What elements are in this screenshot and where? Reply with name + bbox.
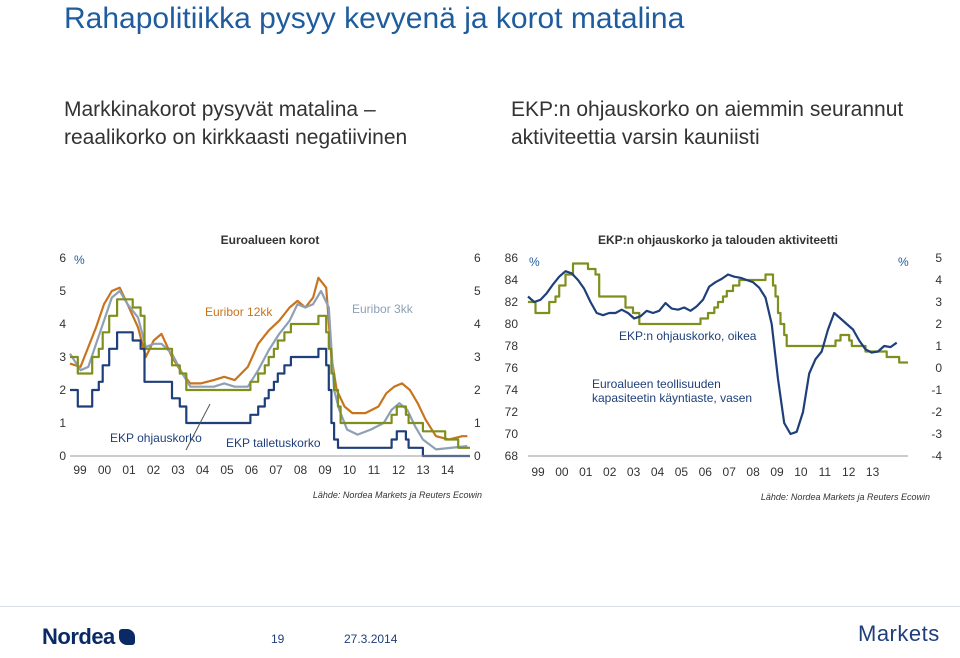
x-tick: 01 <box>579 465 593 479</box>
y-right-tick: 6 <box>474 251 481 265</box>
y-left-tick: 72 <box>505 405 519 419</box>
y-right-tick: 3 <box>474 350 481 364</box>
x-tick: 01 <box>122 463 136 477</box>
nordea-logo: Nordea <box>42 624 135 650</box>
x-tick: 08 <box>746 465 760 479</box>
y-left-tick: 0 <box>59 449 66 463</box>
y-right-tick: 4 <box>935 273 942 287</box>
y-right-tick: 0 <box>474 449 481 463</box>
x-tick: 08 <box>294 463 308 477</box>
x-tick: 99 <box>73 463 87 477</box>
x-tick: 05 <box>220 463 234 477</box>
y-right-tick: -3 <box>931 427 942 441</box>
page-number: 19 <box>271 632 285 646</box>
y-left-tick: 2 <box>59 383 66 397</box>
x-tick: 07 <box>269 463 283 477</box>
x-tick: 02 <box>603 465 617 479</box>
x-tick: 99 <box>531 465 545 479</box>
series-line-capacity <box>527 270 898 436</box>
y-left-tick: 78 <box>505 339 519 353</box>
y-left-tick: 4 <box>59 317 66 331</box>
y-right-tick: 1 <box>474 416 481 430</box>
x-tick: 03 <box>171 463 185 477</box>
y-right-tick: 2 <box>474 383 481 397</box>
x-tick: 11 <box>819 465 832 479</box>
x-tick: 09 <box>770 465 784 479</box>
right-subtitle: EKP:n ohjauskorko on aiemmin seurannut a… <box>511 98 904 149</box>
source-label: Lähde: Nordea Markets ja Reuters Ecowin <box>761 492 930 502</box>
source-label: Lähde: Nordea Markets ja Reuters Ecowin <box>313 490 482 500</box>
x-tick: 02 <box>147 463 161 477</box>
series-line-euribor3 <box>69 289 468 451</box>
unit-label-right: % <box>898 255 909 269</box>
x-tick: 07 <box>723 465 737 479</box>
y-left-tick: 70 <box>505 427 519 441</box>
capacity-label-2: kapasiteetin käyntiaste, vasen <box>592 391 752 405</box>
x-tick: 04 <box>651 465 665 479</box>
deposit-pointer <box>185 403 211 451</box>
left-subtitle: Markkinakorot pysyvät matalina – reaalik… <box>64 98 408 149</box>
y-left-tick: 3 <box>59 350 66 364</box>
y-right-tick: 2 <box>935 317 942 331</box>
y-right-tick: 1 <box>935 339 942 353</box>
y-left-tick: 1 <box>59 416 66 430</box>
y-right-tick: -2 <box>931 405 942 419</box>
y-left-tick: 84 <box>505 273 519 287</box>
x-tick: 13 <box>866 465 880 479</box>
x-tick: 14 <box>441 463 455 477</box>
y-left-tick: 68 <box>505 449 519 463</box>
y-right-tick: 4 <box>474 317 481 331</box>
y-left-tick: 82 <box>505 295 519 309</box>
unit-label: % <box>74 253 85 267</box>
deposit-label: EKP talletuskorko <box>226 436 321 450</box>
footer-divider <box>0 606 960 607</box>
x-tick: 12 <box>842 465 856 479</box>
x-tick: 11 <box>368 463 381 477</box>
series-line-ekp <box>70 298 470 449</box>
chart-title: EKP:n ohjauskorko ja talouden aktiviteet… <box>598 233 838 247</box>
series-line-deposit <box>70 331 470 458</box>
y-left-tick: 6 <box>59 251 66 265</box>
x-tick: 04 <box>196 463 210 477</box>
y-right-tick: 5 <box>474 284 481 298</box>
y-left-tick: 76 <box>505 361 519 375</box>
chart-title: Euroalueen korot <box>221 233 320 247</box>
slide-title: Rahapolitiikka pysyy kevyenä ja korot ma… <box>64 2 685 35</box>
x-tick: 12 <box>392 463 406 477</box>
unit-label-left: % <box>529 255 540 269</box>
y-right-tick: -1 <box>931 383 942 397</box>
nordea-mark-icon <box>118 629 135 645</box>
y-left-tick: 86 <box>505 251 519 265</box>
x-tick: 00 <box>555 465 569 479</box>
ekp-label: EKP:n ohjauskorko, oikea <box>619 329 757 343</box>
x-tick: 03 <box>627 465 641 479</box>
y-left-tick: 74 <box>505 383 519 397</box>
y-right-tick: 3 <box>935 295 942 309</box>
nordea-logo-text: Nordea <box>42 624 115 649</box>
y-right-tick: 5 <box>935 251 942 265</box>
x-tick: 06 <box>245 463 259 477</box>
x-tick: 13 <box>416 463 430 477</box>
x-tick: 09 <box>318 463 332 477</box>
x-tick: 00 <box>98 463 112 477</box>
x-tick: 10 <box>343 463 357 477</box>
series-line-ekp <box>528 262 908 364</box>
slide-date: 27.3.2014 <box>344 632 398 646</box>
markets-logo: Markets <box>858 621 940 646</box>
y-right-tick: 0 <box>935 361 942 375</box>
y-left-tick: 80 <box>505 317 519 331</box>
ecb-activity-chart: EKP:n ohjauskorko ja talouden aktiviteet… <box>505 233 943 502</box>
ekp-label: EKP ohjauskorko <box>110 431 202 445</box>
y-left-tick: 5 <box>59 284 66 298</box>
x-tick: 06 <box>699 465 713 479</box>
x-tick: 05 <box>675 465 689 479</box>
y-right-tick: -4 <box>931 449 942 463</box>
capacity-label-1: Euroalueen teollisuuden <box>592 377 721 391</box>
x-tick: 10 <box>794 465 808 479</box>
euribor3-label: Euribor 3kk <box>352 302 414 316</box>
series-line-euribor12 <box>69 276 468 441</box>
euribor12-label: Euribor 12kk <box>205 305 273 319</box>
